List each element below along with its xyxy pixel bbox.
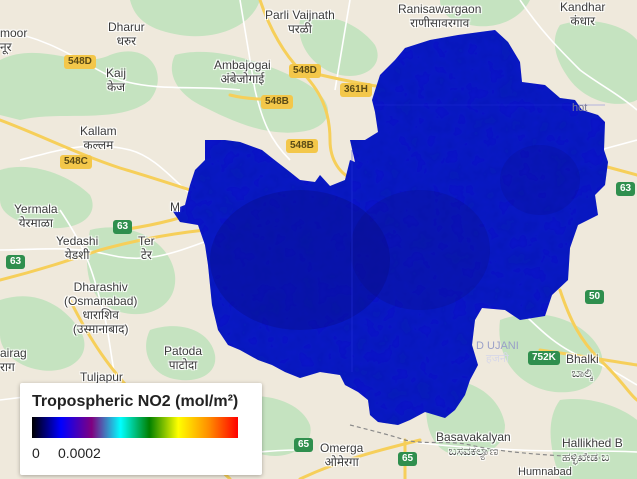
place-airag: airag राग — [0, 346, 27, 374]
road-shield-548b-north: 548B — [261, 95, 293, 109]
road-shield-63-center: 63 — [113, 220, 133, 234]
road-shield-63-east: 63 — [616, 182, 636, 196]
road-shield-361h: 361H — [340, 83, 372, 97]
road-shield-548d-east: 548D — [289, 64, 321, 78]
place-parli: Parli Vaijnath परळी — [265, 8, 335, 36]
place-omerga: Omerga ओमेरगा — [320, 441, 364, 469]
place-tuljapur: Tuljapur — [80, 370, 123, 384]
legend-max-label: 0.0002 — [58, 445, 101, 461]
place-chakur: hot — [572, 102, 588, 114]
place-ranisawargaon: Ranisawargaon राणीसावरगाव — [398, 2, 482, 30]
place-ambajogai: Ambajogai अंबेजोगाई — [214, 58, 271, 86]
place-yermala: Yermala येरमाळा — [14, 202, 58, 230]
place-kaij: Kaij केज — [106, 66, 127, 94]
place-moor: moor नूर — [0, 26, 28, 54]
place-patoda: Patoda पाटोदा — [164, 344, 203, 372]
place-ujani: D UJANI हजनी — [476, 340, 519, 365]
place-dharur: Dharur धरुर — [108, 20, 145, 48]
place-basavakalyan: Basavakalyan ಬಸವಕಲ್ಯಾಣ — [436, 430, 511, 458]
no2-overlay — [172, 30, 608, 425]
place-yedashi: Yedashi येडशी — [56, 234, 99, 262]
place-hallikhed: Hallikhed B ಹಳ್ಳಿಖೇಡ ಬ — [562, 436, 623, 464]
legend-color-ramp — [32, 417, 238, 438]
road-shield-548b-south: 548B — [286, 139, 318, 153]
legend-title: Tropospheric NO2 (mol/m²) — [32, 393, 239, 410]
place-humnabad: Humnabad — [518, 466, 572, 478]
road-shield-65-west: 65 — [294, 438, 314, 452]
place-bhalki: Bhalki ಬಾಲ್ಕಿ — [566, 352, 599, 380]
legend-panel: Tropospheric NO2 (mol/m²) 0 0.0002 — [20, 383, 262, 475]
road-shield-65-east: 65 — [398, 452, 418, 466]
legend-min-label: 0 — [32, 445, 40, 461]
state-border — [349, 424, 601, 459]
place-kallam: Kallam कल्लम — [80, 124, 117, 152]
place-muruma: M — [170, 200, 180, 214]
road-shield-752k: 752K — [528, 351, 560, 365]
road-shield-50: 50 — [585, 290, 605, 304]
road-shield-548c: 548C — [60, 155, 92, 169]
place-kandhar: Kandhar कंधार — [560, 0, 606, 28]
road-shield-548d-west: 548D — [64, 55, 96, 69]
place-ter: Ter टेर — [138, 234, 155, 262]
place-dharashiv: Dharashiv (Osmanabad) धाराशिव (उस्मानाबाद) — [64, 280, 138, 336]
road-shield-63-west: 63 — [6, 255, 26, 269]
